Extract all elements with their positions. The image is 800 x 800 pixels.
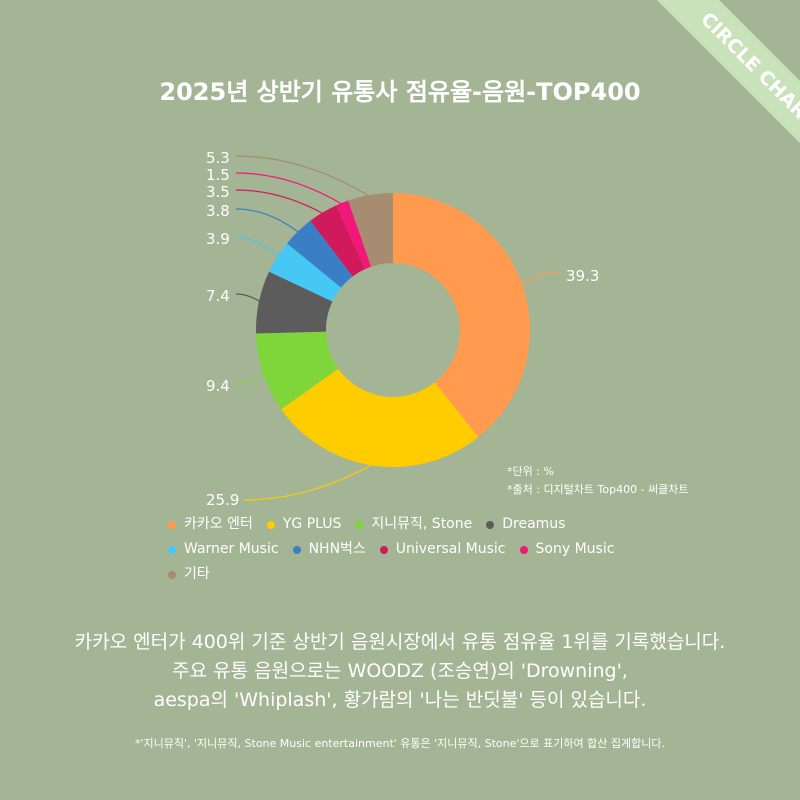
value-label-5: 3.9 (206, 230, 230, 248)
value-label-2: 25.9 (206, 491, 239, 509)
legend-item-2: YG PLUS (266, 514, 342, 535)
footnote: *'지니뮤직', '지니뮤직, Stone Music entertainmen… (135, 737, 665, 750)
chart-legend: 카카오 엔터 YG PLUS 지니뮤직, Stone Dreamus Warner Mu… (168, 514, 648, 585)
legend-label: 기타 (184, 566, 210, 582)
legend-label: YG PLUS (282, 516, 342, 532)
value-label-8: 1.5 (206, 166, 230, 184)
legend-item-3: 지니뮤직, Stone (355, 514, 472, 535)
slice-6 (286, 220, 353, 288)
description-line-2: 주요 유통 음원으로는 WOODZ (조승연)의 'Drowning', (172, 660, 628, 682)
leader-line-4 (235, 293, 262, 303)
leader-line-2 (243, 463, 375, 501)
legend-label: Warner Music (184, 541, 279, 557)
slice-5 (269, 243, 342, 302)
leader-line-5 (235, 236, 280, 259)
legend-item-7: Universal Music (379, 539, 506, 560)
description: 카카오 엔터가 400위 기준 상반기 음원시장에서 유통 점유율 1위를 기록… (0, 628, 800, 715)
slice-2 (281, 368, 479, 468)
slice-1 (393, 193, 530, 438)
description-line-3: aespa의 'Whiplash', 황가람의 '나는 반딧불' 등이 있습니다… (153, 689, 647, 711)
legend-item-8: Sony Music (519, 539, 615, 560)
leader-line-9 (235, 155, 371, 198)
legend-label: NHN벅스 (308, 541, 366, 557)
source-note: *출처 : 디지털차트 Top400 - 써클차트 (507, 483, 689, 496)
legend-label: 카카오 엔터 (184, 516, 253, 532)
legend-swatch (486, 520, 495, 529)
legend-swatch (168, 520, 176, 529)
legend-swatch (519, 545, 528, 554)
legend-swatch (292, 545, 301, 554)
slice-7 (310, 205, 366, 277)
legend-label: Sony Music (535, 541, 615, 557)
chart-notes: *단위 : % *출처 : 디지털차트 Top400 - 써클차트 (507, 463, 689, 499)
legend-item-5: Warner Music (168, 539, 279, 560)
legend-label: Universal Music (395, 541, 506, 557)
value-label-3: 9.4 (206, 377, 230, 395)
legend-swatch (168, 545, 176, 554)
legend-item-6: NHN벅스 (292, 539, 366, 560)
legend-item-4: Dreamus (486, 514, 565, 535)
legend-item-9: 기타 (168, 564, 210, 585)
slice-8 (336, 200, 372, 270)
slice-9 (348, 193, 393, 267)
leader-line-3 (235, 372, 266, 385)
leader-line-1 (520, 271, 561, 286)
unit-note: *단위 : % (507, 465, 554, 478)
slice-3 (256, 331, 339, 410)
value-label-7: 3.5 (206, 183, 230, 201)
legend-swatch (168, 570, 176, 579)
legend-swatch (355, 520, 364, 529)
description-line-1: 카카오 엔터가 400위 기준 상반기 음원시장에서 유통 점유율 1위를 기록… (74, 631, 726, 653)
legend-swatch (266, 520, 275, 529)
value-label-1: 39.3 (566, 267, 599, 285)
legend-item-1: 카카오 엔터 (168, 514, 253, 535)
legend-label: Dreamus (502, 516, 566, 532)
legend-swatch (379, 545, 388, 554)
leader-line-6 (235, 208, 300, 234)
value-label-9: 5.3 (206, 149, 230, 167)
value-label-4: 7.4 (206, 287, 230, 305)
leader-line-8 (235, 172, 344, 206)
legend-label: 지니뮤직, Stone (371, 516, 473, 532)
leader-line-7 (235, 189, 325, 215)
slice-4 (256, 271, 333, 334)
chart-title: 2025년 상반기 유통사 점유율-음원-TOP400 (159, 78, 641, 106)
value-label-6: 3.8 (206, 202, 230, 220)
